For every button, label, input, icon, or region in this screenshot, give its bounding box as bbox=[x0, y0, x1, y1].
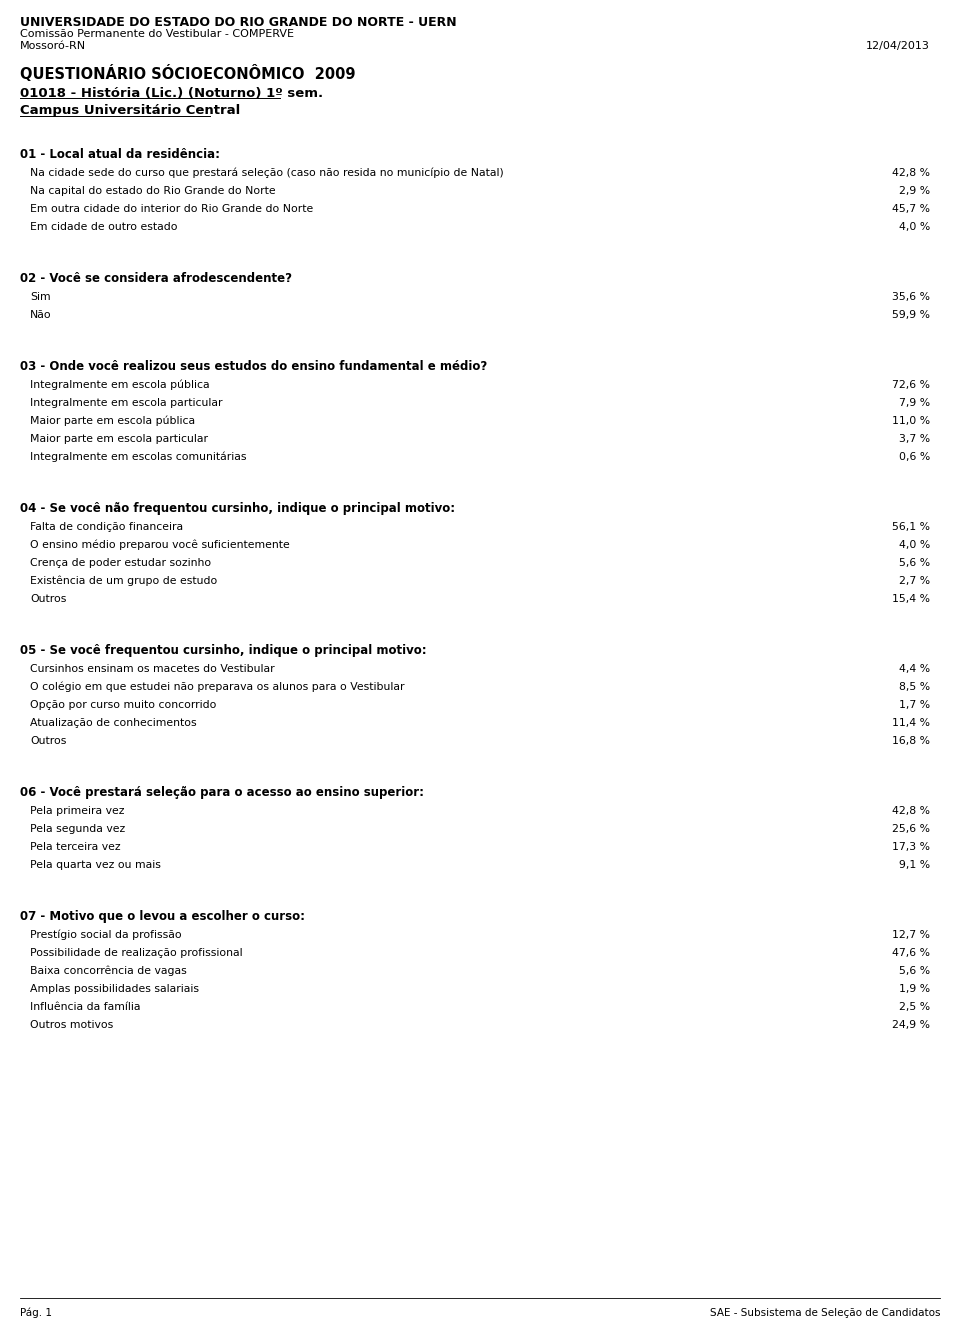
Text: 05 - Se você frequentou cursinho, indique o principal motivo:: 05 - Se você frequentou cursinho, indiqu… bbox=[20, 644, 426, 657]
Text: Pela terceira vez: Pela terceira vez bbox=[30, 842, 121, 853]
Text: 5,6 %: 5,6 % bbox=[899, 559, 930, 568]
Text: 4,4 %: 4,4 % bbox=[899, 664, 930, 674]
Text: 01 - Local atual da residência:: 01 - Local atual da residência: bbox=[20, 148, 220, 161]
Text: 42,8 %: 42,8 % bbox=[892, 168, 930, 178]
Text: Baixa concorrência de vagas: Baixa concorrência de vagas bbox=[30, 966, 187, 976]
Text: O colégio em que estudei não preparava os alunos para o Vestibular: O colégio em que estudei não preparava o… bbox=[30, 682, 404, 693]
Text: 04 - Se você não frequentou cursinho, indique o principal motivo:: 04 - Se você não frequentou cursinho, in… bbox=[20, 501, 455, 515]
Text: Campus Universitário Central: Campus Universitário Central bbox=[20, 104, 240, 117]
Text: 5,6 %: 5,6 % bbox=[899, 966, 930, 976]
Text: 59,9 %: 59,9 % bbox=[892, 310, 930, 321]
Text: Cursinhos ensinam os macetes do Vestibular: Cursinhos ensinam os macetes do Vestibul… bbox=[30, 664, 275, 674]
Text: Integralmente em escolas comunitárias: Integralmente em escolas comunitárias bbox=[30, 452, 247, 463]
Text: Integralmente em escola pública: Integralmente em escola pública bbox=[30, 380, 209, 391]
Text: Crença de poder estudar sozinho: Crença de poder estudar sozinho bbox=[30, 559, 211, 568]
Text: 7,9 %: 7,9 % bbox=[899, 398, 930, 408]
Text: Existência de um grupo de estudo: Existência de um grupo de estudo bbox=[30, 576, 217, 587]
Text: 24,9 %: 24,9 % bbox=[892, 1020, 930, 1029]
Text: 25,6 %: 25,6 % bbox=[892, 825, 930, 834]
Text: 2,7 %: 2,7 % bbox=[899, 576, 930, 587]
Text: Comissão Permanente do Vestibular - COMPERVE: Comissão Permanente do Vestibular - COMP… bbox=[20, 29, 294, 39]
Text: Amplas possibilidades salariais: Amplas possibilidades salariais bbox=[30, 984, 199, 994]
Text: Na cidade sede do curso que prestará seleção (caso não resida no município de Na: Na cidade sede do curso que prestará sel… bbox=[30, 168, 504, 178]
Text: Em cidade de outro estado: Em cidade de outro estado bbox=[30, 222, 178, 231]
Text: 17,3 %: 17,3 % bbox=[892, 842, 930, 853]
Text: Outros: Outros bbox=[30, 595, 66, 604]
Text: 56,1 %: 56,1 % bbox=[892, 521, 930, 532]
Text: Integralmente em escola particular: Integralmente em escola particular bbox=[30, 398, 223, 408]
Text: 1,9 %: 1,9 % bbox=[899, 984, 930, 994]
Text: Maior parte em escola pública: Maior parte em escola pública bbox=[30, 416, 195, 427]
Text: 4,0 %: 4,0 % bbox=[899, 540, 930, 551]
Text: SAE - Subsistema de Seleção de Candidatos: SAE - Subsistema de Seleção de Candidato… bbox=[709, 1307, 940, 1318]
Text: Falta de condição financeira: Falta de condição financeira bbox=[30, 521, 183, 532]
Text: 0,6 %: 0,6 % bbox=[899, 452, 930, 462]
Text: 2,5 %: 2,5 % bbox=[899, 1001, 930, 1012]
Text: Pela quarta vez ou mais: Pela quarta vez ou mais bbox=[30, 861, 161, 870]
Text: 9,1 %: 9,1 % bbox=[899, 861, 930, 870]
Text: 02 - Você se considera afrodescendente?: 02 - Você se considera afrodescendente? bbox=[20, 273, 292, 285]
Text: Outros: Outros bbox=[30, 735, 66, 746]
Text: 06 - Você prestará seleção para o acesso ao ensino superior:: 06 - Você prestará seleção para o acesso… bbox=[20, 786, 424, 799]
Text: 2,9 %: 2,9 % bbox=[899, 186, 930, 196]
Text: Na capital do estado do Rio Grande do Norte: Na capital do estado do Rio Grande do No… bbox=[30, 186, 276, 196]
Text: UNIVERSIDADE DO ESTADO DO RIO GRANDE DO NORTE - UERN: UNIVERSIDADE DO ESTADO DO RIO GRANDE DO … bbox=[20, 16, 457, 29]
Text: Sim: Sim bbox=[30, 293, 51, 302]
Text: Influência da família: Influência da família bbox=[30, 1001, 140, 1012]
Text: Outros motivos: Outros motivos bbox=[30, 1020, 113, 1029]
Text: 47,6 %: 47,6 % bbox=[892, 948, 930, 958]
Text: 01018 - História (Lic.) (Noturno) 1º sem.: 01018 - História (Lic.) (Noturno) 1º sem… bbox=[20, 86, 324, 100]
Text: 4,0 %: 4,0 % bbox=[899, 222, 930, 231]
Text: Não: Não bbox=[30, 310, 52, 321]
Text: 42,8 %: 42,8 % bbox=[892, 806, 930, 817]
Text: 11,0 %: 11,0 % bbox=[892, 416, 930, 426]
Text: 12/04/2013: 12/04/2013 bbox=[866, 41, 930, 51]
Text: Atualização de conhecimentos: Atualização de conhecimentos bbox=[30, 718, 197, 728]
Text: QUESTIONÁRIO SÓCIOECONÔMICO  2009: QUESTIONÁRIO SÓCIOECONÔMICO 2009 bbox=[20, 65, 355, 82]
Text: 07 - Motivo que o levou a escolher o curso:: 07 - Motivo que o levou a escolher o cur… bbox=[20, 910, 305, 923]
Text: 11,4 %: 11,4 % bbox=[892, 718, 930, 728]
Text: 12,7 %: 12,7 % bbox=[892, 930, 930, 940]
Text: 3,7 %: 3,7 % bbox=[899, 434, 930, 444]
Text: Prestígio social da profissão: Prestígio social da profissão bbox=[30, 930, 181, 940]
Text: Pela primeira vez: Pela primeira vez bbox=[30, 806, 125, 817]
Text: Pág. 1: Pág. 1 bbox=[20, 1307, 52, 1318]
Text: 45,7 %: 45,7 % bbox=[892, 203, 930, 214]
Text: 16,8 %: 16,8 % bbox=[892, 735, 930, 746]
Text: Em outra cidade do interior do Rio Grande do Norte: Em outra cidade do interior do Rio Grand… bbox=[30, 203, 313, 214]
Text: 15,4 %: 15,4 % bbox=[892, 595, 930, 604]
Text: 72,6 %: 72,6 % bbox=[892, 380, 930, 390]
Text: O ensino médio preparou você suficientemente: O ensino médio preparou você suficientem… bbox=[30, 540, 290, 551]
Text: 1,7 %: 1,7 % bbox=[899, 700, 930, 710]
Text: 35,6 %: 35,6 % bbox=[892, 293, 930, 302]
Text: Maior parte em escola particular: Maior parte em escola particular bbox=[30, 434, 208, 444]
Text: 03 - Onde você realizou seus estudos do ensino fundamental e médio?: 03 - Onde você realizou seus estudos do … bbox=[20, 360, 488, 372]
Text: Mossoró-RN: Mossoró-RN bbox=[20, 41, 86, 51]
Text: Possibilidade de realização profissional: Possibilidade de realização profissional bbox=[30, 948, 243, 958]
Text: 8,5 %: 8,5 % bbox=[899, 682, 930, 692]
Text: Pela segunda vez: Pela segunda vez bbox=[30, 825, 125, 834]
Text: Opção por curso muito concorrido: Opção por curso muito concorrido bbox=[30, 700, 216, 710]
